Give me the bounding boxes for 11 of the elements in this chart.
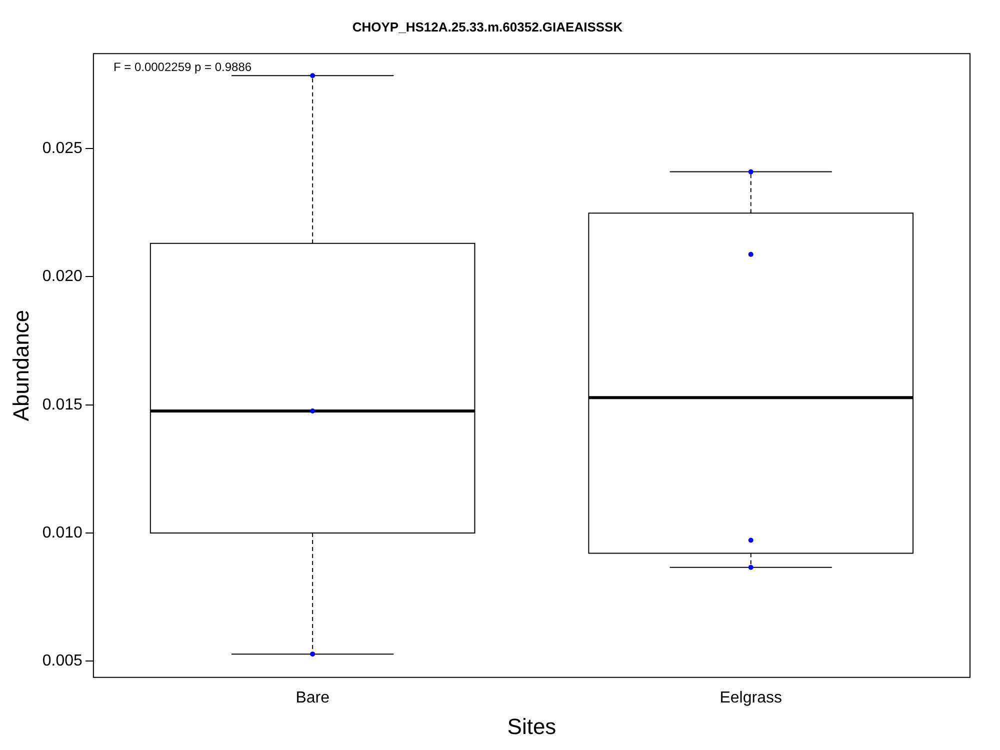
x-axis-title: Sites (507, 714, 556, 739)
annotation: F = 0.0002259 p = 0.9886 (113, 60, 252, 74)
y-axis-title: Abundance (8, 310, 34, 422)
y-tick-label: 0.025 (42, 140, 83, 157)
x-tick-label: Bare (296, 689, 330, 706)
x-tick-label: Eelgrass (720, 689, 782, 706)
y-tick-label: 0.020 (42, 268, 83, 286)
y-tick-label: 0.015 (42, 396, 83, 414)
y-tick-label: 0.005 (42, 652, 83, 670)
chart-title: CHOYP_HS12A.25.33.m.60352.GIAEAISSSK (352, 19, 624, 34)
y-tick-label: 0.010 (42, 524, 83, 542)
